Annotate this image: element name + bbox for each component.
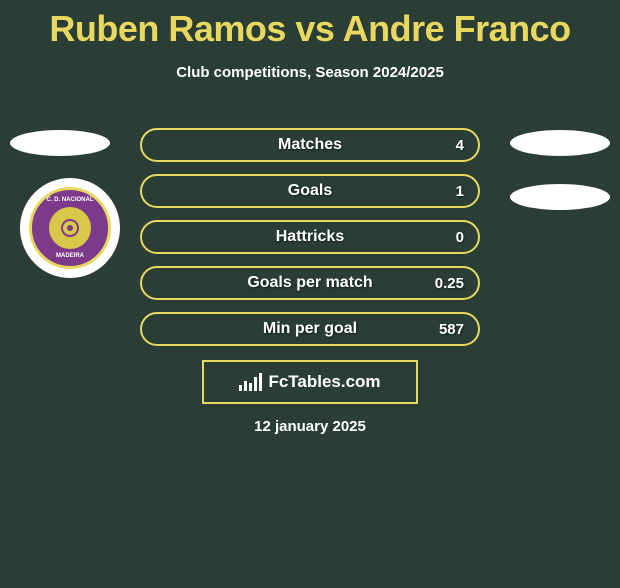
subtitle: Club competitions, Season 2024/2025	[0, 64, 620, 81]
stat-label: Goals	[288, 182, 332, 200]
stat-label: Hattricks	[276, 228, 344, 246]
club-badge-bottom-text: MADEIRA	[32, 253, 108, 259]
stat-value: 0	[456, 229, 464, 246]
stat-row: Hattricks 0	[140, 220, 480, 254]
brand-box: FcTables.com	[202, 360, 418, 404]
stat-row: Goals 1	[140, 174, 480, 208]
stats-table: Matches 4 Goals 1 Hattricks 0 Goals per …	[140, 128, 480, 358]
club-badge-gear-icon	[47, 205, 93, 251]
stat-value: 0.25	[435, 275, 464, 292]
stat-label: Min per goal	[263, 320, 357, 338]
player-right-placeholder-2	[510, 184, 610, 210]
stat-value: 4	[456, 137, 464, 154]
club-badge: C. D. NACIONAL MADEIRA	[20, 178, 120, 278]
brand-text: FcTables.com	[268, 372, 380, 392]
player-right-placeholder	[510, 130, 610, 156]
stat-row: Goals per match 0.25	[140, 266, 480, 300]
stat-row: Matches 4	[140, 128, 480, 162]
stat-label: Matches	[278, 136, 342, 154]
page-title: Ruben Ramos vs Andre Franco	[0, 8, 620, 50]
stat-row: Min per goal 587	[140, 312, 480, 346]
stat-value: 587	[439, 321, 464, 338]
stat-label: Goals per match	[247, 274, 372, 292]
club-badge-top-text: C. D. NACIONAL	[32, 197, 108, 203]
player-left-placeholder	[10, 130, 110, 156]
stat-value: 1	[456, 183, 464, 200]
chart-bars-icon	[239, 373, 262, 391]
date-text: 12 january 2025	[0, 418, 620, 435]
